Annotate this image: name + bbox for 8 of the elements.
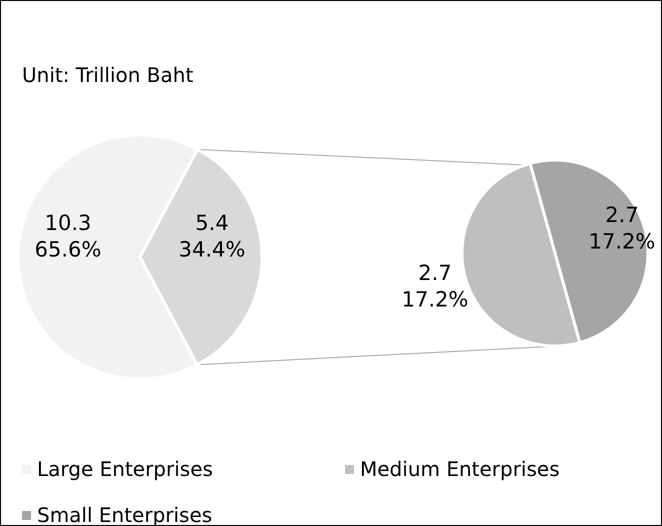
data-label: 5.4 34.4% [178,211,246,262]
data-label: 10.3 65.6% [34,211,102,262]
chart-title: Unit: Trillion Baht [22,63,194,87]
legend-label: Large Enterprises [37,457,213,481]
data-label: 2.7 17.2% [588,203,656,254]
legend-label: Medium Enterprises [360,457,560,481]
data-label: 2.7 17.2% [402,261,468,312]
legend-label: Small Enterprises [37,503,212,526]
